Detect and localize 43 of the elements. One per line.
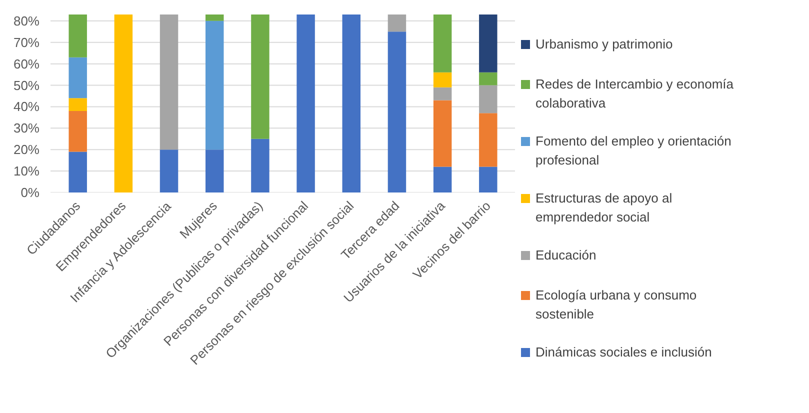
bar xyxy=(479,14,498,72)
bar xyxy=(479,72,498,86)
legend-label: Urbanismo y patrimonio xyxy=(536,36,673,52)
bar xyxy=(68,111,87,152)
bar xyxy=(433,72,452,88)
bar xyxy=(388,14,406,32)
y-tick-label: 70% xyxy=(13,34,40,50)
bar xyxy=(296,14,315,192)
legend-label: Fomento del empleo y orientación profesional xyxy=(536,134,732,168)
bar xyxy=(206,20,224,150)
bar xyxy=(68,98,87,112)
bar xyxy=(251,14,270,139)
bar xyxy=(68,57,87,98)
bar xyxy=(388,32,406,192)
legend-label: Educación xyxy=(536,248,596,262)
y-tick-label: 60% xyxy=(13,56,40,72)
legend-label: Dinámicas sociales e inclusión xyxy=(536,344,712,360)
bar xyxy=(251,138,270,192)
y-tick-label: 30% xyxy=(13,120,40,136)
y-tick-label: 10% xyxy=(13,164,40,179)
bar xyxy=(479,113,498,167)
y-tick-label: 20% xyxy=(13,142,40,158)
bar xyxy=(342,14,360,192)
bar xyxy=(206,150,224,192)
y-tick-label: 0% xyxy=(20,185,40,200)
y-tick-label: 80% xyxy=(13,13,40,28)
y-tick-label: 40% xyxy=(13,99,40,114)
bar xyxy=(433,100,452,167)
bar xyxy=(479,85,498,114)
bar xyxy=(160,150,178,192)
legend-label: Ecología urbana y consumo sostenible xyxy=(536,288,697,322)
bar xyxy=(433,166,452,192)
bar xyxy=(206,14,224,21)
bar xyxy=(479,166,498,192)
legend-label: Estructuras de apoyo al emprendedor social xyxy=(536,190,672,224)
bar xyxy=(433,14,452,72)
y-tick-label: 50% xyxy=(13,78,40,93)
bar xyxy=(68,152,87,192)
bar xyxy=(114,14,133,192)
bar xyxy=(433,87,452,100)
bar xyxy=(68,14,87,58)
legend-label: Redes de Intercambio y economía colaborativa xyxy=(536,76,734,110)
bar xyxy=(160,14,178,150)
